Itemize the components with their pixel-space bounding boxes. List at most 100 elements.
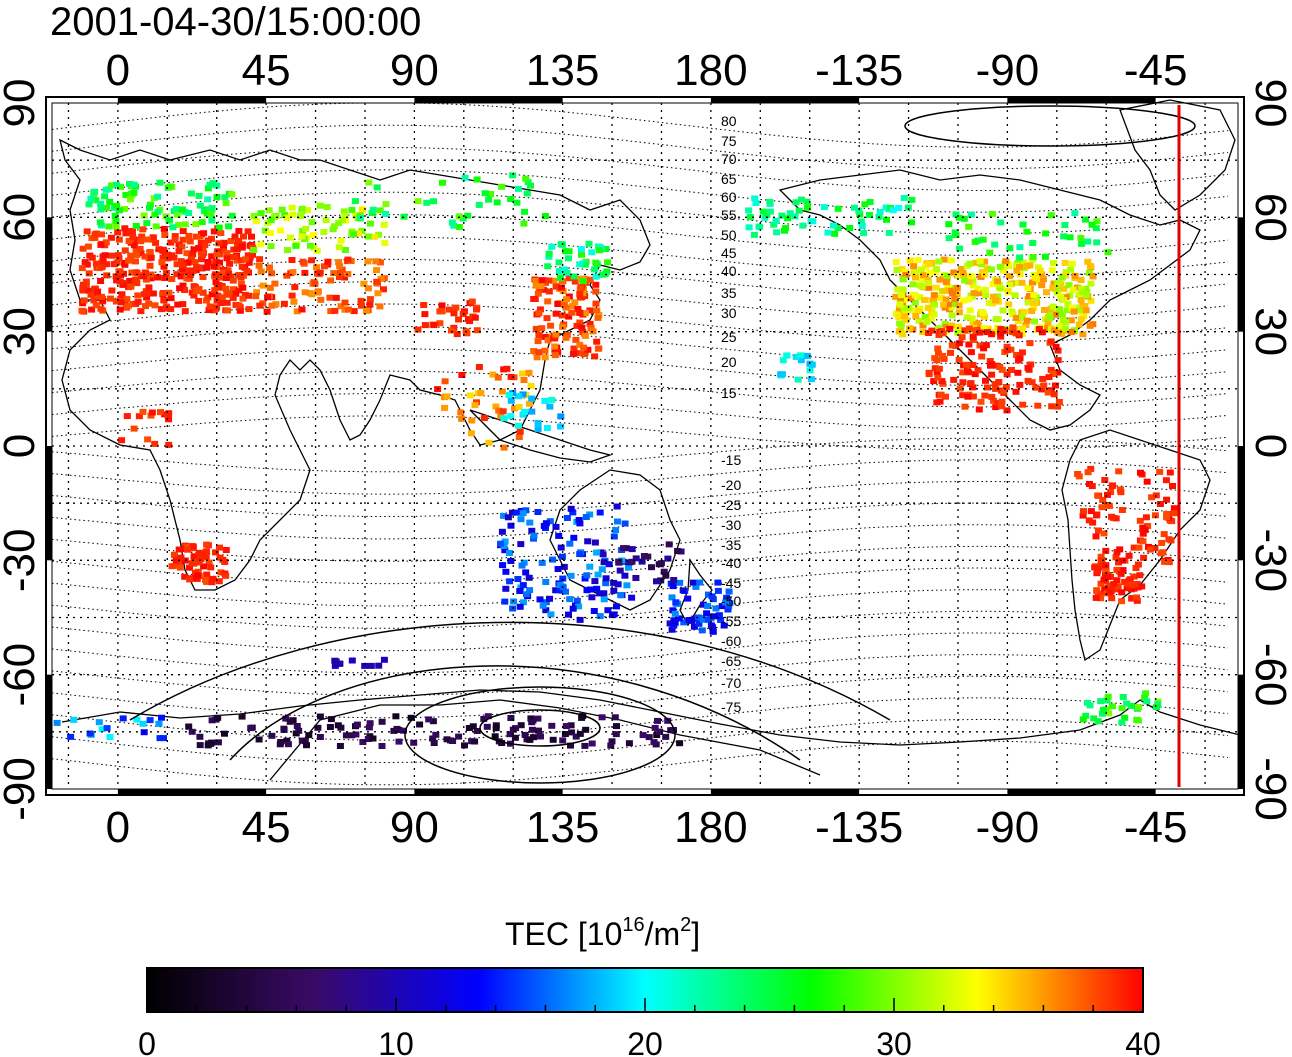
tec-point bbox=[169, 224, 177, 231]
tec-point bbox=[964, 393, 972, 400]
tec-point bbox=[341, 247, 349, 253]
tec-point bbox=[236, 307, 244, 314]
tec-point bbox=[524, 179, 532, 186]
tec-point bbox=[1067, 317, 1075, 324]
tec-point bbox=[676, 579, 684, 586]
tec-point bbox=[896, 301, 904, 308]
tec-point bbox=[1071, 272, 1079, 279]
tec-point bbox=[591, 353, 599, 360]
tec-point bbox=[718, 603, 726, 610]
tec-point bbox=[1133, 581, 1141, 587]
tec-point bbox=[1068, 260, 1076, 267]
tec-point bbox=[1040, 325, 1048, 331]
tec-point bbox=[324, 258, 332, 265]
tec-point bbox=[181, 308, 189, 315]
tec-point bbox=[392, 713, 400, 720]
tec-point bbox=[1119, 557, 1127, 564]
tec-point bbox=[959, 379, 967, 386]
lon-label-bottom: 45 bbox=[242, 803, 291, 852]
tec-point bbox=[544, 298, 552, 305]
tec-point bbox=[204, 185, 212, 192]
tec-point bbox=[569, 509, 577, 516]
tec-point bbox=[1075, 306, 1083, 313]
tec-point bbox=[751, 195, 759, 202]
tec-point bbox=[1063, 307, 1071, 314]
tec-point bbox=[137, 238, 145, 245]
tec-point bbox=[106, 734, 114, 740]
tec-point bbox=[147, 275, 155, 282]
tec-point bbox=[1087, 465, 1095, 472]
tec-point bbox=[1016, 381, 1024, 388]
tec-point bbox=[714, 587, 722, 594]
tec-point bbox=[1160, 531, 1168, 538]
tec-point bbox=[237, 281, 245, 287]
tec-point bbox=[226, 260, 234, 267]
tec-point bbox=[216, 259, 223, 266]
tec-point bbox=[146, 262, 154, 269]
tec-point bbox=[106, 198, 114, 205]
tec-point bbox=[1011, 292, 1019, 299]
tec-point bbox=[610, 587, 618, 594]
tec-point bbox=[570, 345, 578, 352]
lon-label-top: 90 bbox=[390, 46, 439, 95]
magnetic-latitude-label: -35 bbox=[721, 537, 741, 553]
tec-point bbox=[208, 717, 216, 724]
tec-point bbox=[1105, 502, 1113, 509]
tec-point bbox=[660, 568, 668, 575]
tec-point bbox=[165, 416, 173, 423]
tec-point bbox=[527, 182, 534, 189]
tec-point bbox=[124, 302, 132, 309]
tec-point bbox=[209, 575, 217, 582]
tec-point bbox=[901, 296, 909, 303]
tec-point bbox=[709, 627, 717, 634]
tec-point bbox=[1031, 318, 1039, 325]
tec-point bbox=[107, 234, 115, 241]
tec-point bbox=[293, 308, 301, 315]
tec-point bbox=[616, 567, 624, 574]
tec-point bbox=[911, 292, 919, 299]
tec-point bbox=[528, 719, 536, 726]
tec-point bbox=[1013, 330, 1021, 337]
tec-point bbox=[455, 733, 463, 740]
tec-point bbox=[944, 301, 952, 308]
tec-point bbox=[449, 738, 457, 744]
tec-point bbox=[268, 302, 276, 309]
tec-point bbox=[679, 587, 687, 594]
tec-point bbox=[985, 299, 993, 306]
tec-point bbox=[341, 299, 349, 306]
tec-point bbox=[507, 715, 515, 721]
tec-point bbox=[376, 303, 384, 310]
tec-point bbox=[953, 291, 961, 298]
tec-point bbox=[217, 230, 225, 237]
tec-point bbox=[824, 229, 832, 236]
tec-point bbox=[992, 297, 1000, 304]
tec-point bbox=[92, 302, 100, 309]
tec-point bbox=[773, 229, 781, 236]
tec-point bbox=[552, 310, 560, 317]
tec-point bbox=[528, 726, 536, 733]
tec-point bbox=[1055, 399, 1063, 405]
tec-point bbox=[228, 212, 236, 219]
tec-point bbox=[600, 596, 608, 603]
tec-point bbox=[799, 222, 807, 229]
tec-point bbox=[746, 214, 754, 220]
tec-point bbox=[1008, 367, 1015, 373]
tec-point bbox=[1030, 271, 1038, 278]
tec-point bbox=[587, 325, 595, 331]
tec-point bbox=[316, 269, 324, 276]
colorbar-tick-label: 40 bbox=[1125, 1026, 1161, 1057]
tec-point bbox=[807, 376, 815, 383]
tec-point bbox=[967, 211, 975, 218]
tec-point bbox=[944, 283, 952, 290]
tec-point bbox=[85, 201, 93, 208]
tec-point bbox=[797, 352, 805, 359]
tec-point bbox=[1108, 703, 1116, 710]
tec-point bbox=[363, 307, 370, 314]
tec-point bbox=[519, 582, 527, 589]
tec-point bbox=[999, 307, 1007, 314]
tec-point bbox=[1020, 308, 1028, 315]
tec-point bbox=[1029, 254, 1037, 261]
tec-point bbox=[567, 505, 575, 512]
tec-point bbox=[331, 662, 339, 669]
tec-point bbox=[421, 311, 429, 318]
